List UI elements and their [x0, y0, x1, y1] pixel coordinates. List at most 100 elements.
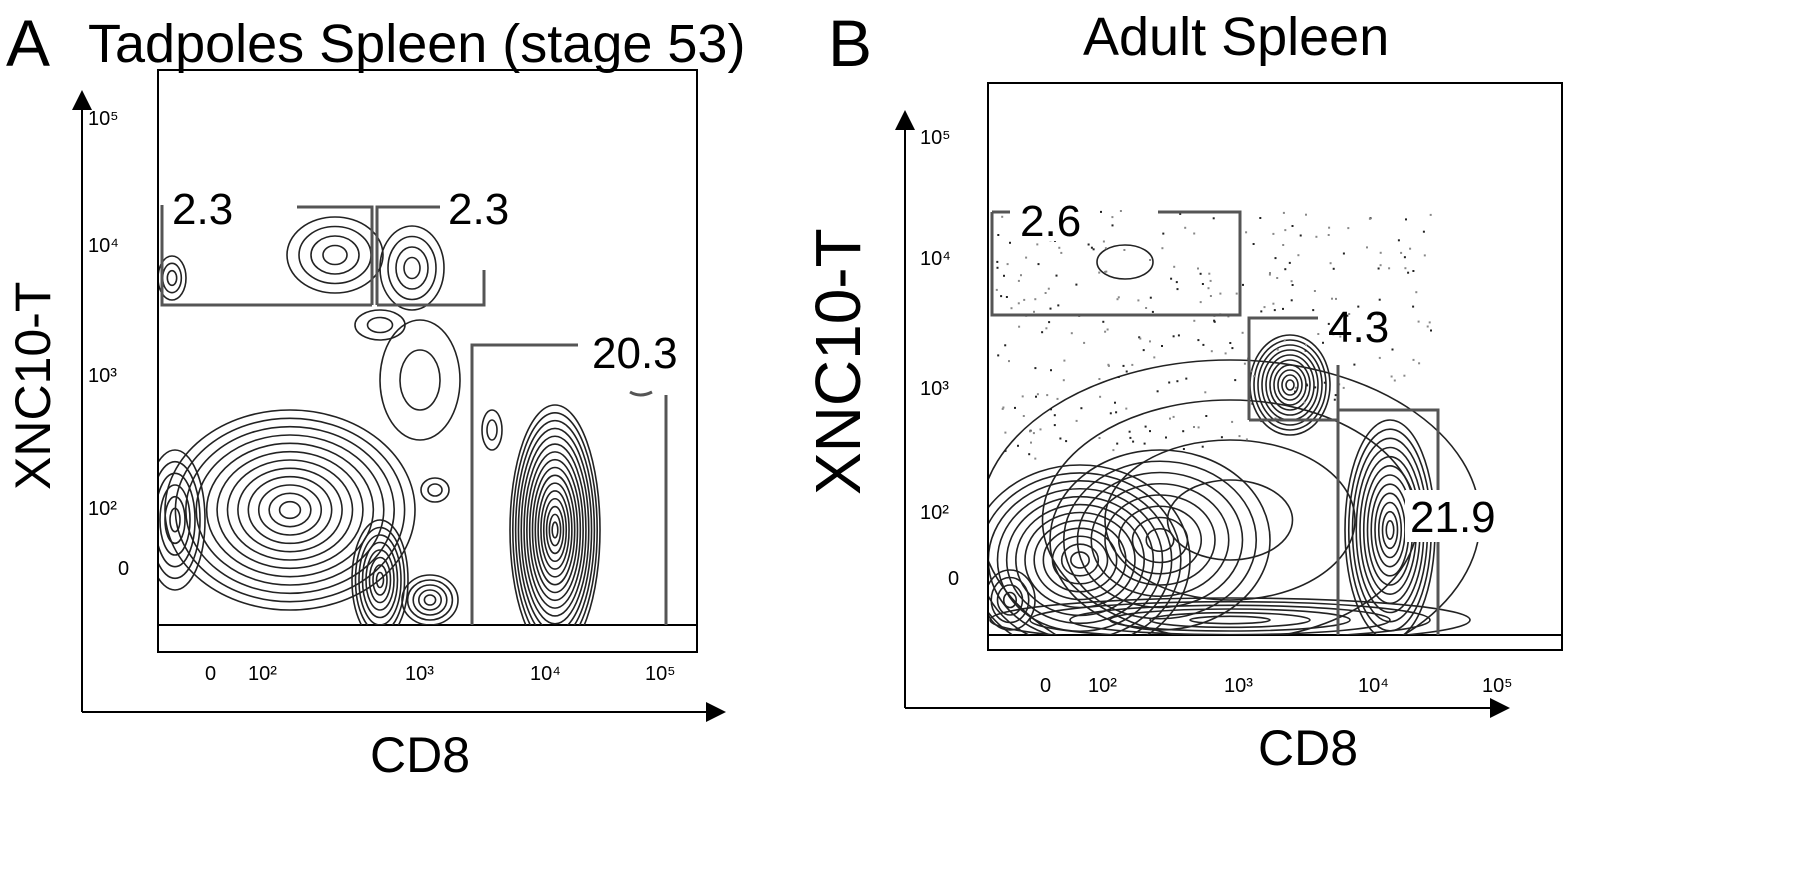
event-dot — [1405, 218, 1407, 221]
event-dot — [1231, 347, 1234, 350]
event-dot — [1048, 321, 1051, 324]
event-dot — [1017, 302, 1020, 305]
contour-line — [159, 460, 201, 580]
event-dot — [1213, 319, 1216, 322]
event-dot — [1276, 277, 1279, 279]
contour-line — [268, 492, 312, 528]
event-dot — [1193, 232, 1196, 235]
event-dot — [1083, 341, 1086, 344]
contour-line — [387, 235, 437, 301]
event-dot — [1142, 349, 1145, 352]
event-dot — [1092, 248, 1095, 251]
contour-line — [1049, 449, 1271, 631]
event-dot — [1177, 334, 1180, 337]
contour-line — [1257, 344, 1323, 426]
event-dot — [1034, 298, 1037, 301]
event-dot — [1149, 430, 1151, 433]
event-dot — [1182, 448, 1185, 450]
event-dot — [1201, 445, 1204, 448]
event-dot — [1119, 210, 1122, 212]
contour-line — [379, 225, 445, 311]
event-dot — [1423, 254, 1426, 257]
event-dot — [1184, 226, 1187, 229]
event-dot — [1397, 239, 1400, 242]
event-dot — [1102, 320, 1105, 323]
event-dot — [1242, 283, 1244, 286]
event-dot — [1008, 360, 1010, 363]
contour-line — [1033, 519, 1127, 601]
event-dot — [1201, 283, 1204, 285]
event-dot — [1162, 232, 1165, 235]
event-dot — [1149, 296, 1152, 299]
event-dot — [1047, 287, 1050, 290]
contour-line — [1385, 520, 1395, 540]
event-dot — [1004, 344, 1007, 347]
event-dot — [1243, 362, 1246, 365]
event-dot — [1125, 370, 1128, 373]
event-dot — [1131, 363, 1134, 366]
event-dot — [1317, 333, 1320, 335]
event-dot — [1207, 287, 1210, 290]
event-dot — [1117, 296, 1120, 299]
event-dot — [1132, 440, 1135, 443]
y-tick-label: 10² — [920, 502, 949, 524]
x-tick-label: 10² — [1088, 675, 1117, 697]
event-dot — [1004, 449, 1007, 452]
event-dot — [1138, 336, 1141, 339]
contour-line — [1253, 339, 1327, 431]
contour-line — [161, 262, 183, 294]
contour-line — [237, 467, 343, 553]
contour-line — [403, 256, 421, 280]
event-dot — [1102, 240, 1105, 243]
event-dot — [1229, 342, 1232, 344]
event-dot — [1020, 274, 1022, 277]
contour-line — [989, 464, 1191, 635]
event-dot — [1161, 247, 1164, 250]
event-dot — [1111, 216, 1114, 219]
contour-line — [1096, 244, 1154, 280]
contour-line — [989, 472, 1182, 635]
contour-line — [1189, 615, 1271, 625]
contour-line — [164, 409, 416, 611]
event-dot — [1172, 415, 1175, 418]
contour-line — [195, 434, 385, 586]
event-dot — [1305, 213, 1307, 216]
event-dot — [1182, 430, 1185, 433]
event-dot — [1294, 390, 1297, 393]
panel-a-gate-2 — [375, 205, 486, 307]
contour-line — [412, 584, 448, 616]
contour-line — [523, 443, 587, 617]
gate-percentage: 21.9 — [1410, 493, 1496, 542]
event-dot — [1034, 367, 1037, 370]
contour-line — [159, 449, 206, 591]
contour-line — [1285, 379, 1295, 391]
event-dot — [1123, 249, 1126, 251]
contour-line — [322, 244, 348, 266]
panel-a-plot-frame — [157, 69, 698, 653]
event-dot — [1208, 272, 1211, 275]
contour-line — [247, 475, 333, 545]
contour-line — [1166, 479, 1294, 561]
gate-percentage: 2.6 — [1020, 197, 1081, 246]
event-dot — [1117, 376, 1120, 378]
event-dot — [1033, 310, 1035, 313]
contour-line — [216, 450, 364, 570]
event-dot — [1272, 232, 1275, 235]
contour-line — [1070, 551, 1090, 569]
event-dot — [1288, 261, 1291, 264]
event-dot — [1017, 279, 1020, 282]
event-dot — [1357, 305, 1360, 308]
event-dot — [1170, 277, 1173, 280]
event-dot — [1404, 267, 1407, 270]
event-dot — [1025, 256, 1028, 259]
event-dot — [1348, 313, 1351, 315]
contour-line — [365, 549, 395, 611]
event-dot — [1234, 379, 1237, 382]
panel-b-gate-1 — [990, 210, 1242, 317]
event-dot — [1104, 330, 1107, 333]
event-dot — [1063, 359, 1066, 362]
contour-line — [534, 474, 576, 586]
event-dot — [1021, 395, 1024, 398]
event-dot — [1328, 226, 1331, 229]
contour-line — [372, 564, 388, 596]
